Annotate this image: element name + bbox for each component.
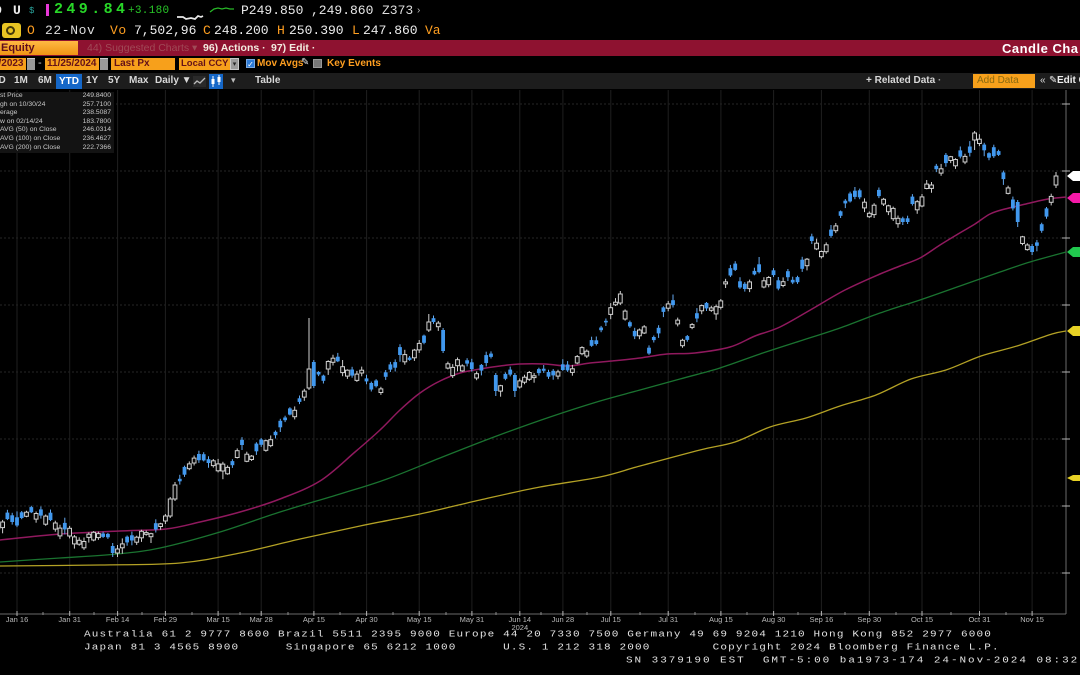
svg-text:Aug 30: Aug 30 [762,615,786,624]
svg-text:May 31: May 31 [460,615,485,624]
svg-text:Sep 16: Sep 16 [810,615,834,624]
svg-text:May 15: May 15 [407,615,432,624]
svg-text:Jul 31: Jul 31 [658,615,678,624]
svg-text:Feb 14: Feb 14 [106,615,129,624]
svg-text:Feb 29: Feb 29 [154,615,177,624]
svg-text:Jan 16: Jan 16 [6,615,29,624]
svg-text:Jan 31: Jan 31 [58,615,81,624]
svg-text:Aug 15: Aug 15 [709,615,733,624]
svg-text:Oct 15: Oct 15 [911,615,933,624]
svg-text:2024: 2024 [511,623,528,632]
svg-text:Oct 31: Oct 31 [968,615,990,624]
svg-text:Jun 14: Jun 14 [509,615,532,624]
svg-text:Jul 15: Jul 15 [601,615,621,624]
svg-text:Apr 15: Apr 15 [303,615,325,624]
svg-text:Apr 30: Apr 30 [356,615,378,624]
svg-text:Mar 15: Mar 15 [206,615,229,624]
svg-text:Sep 30: Sep 30 [857,615,881,624]
svg-text:Mar 28: Mar 28 [250,615,273,624]
svg-text:Nov 15: Nov 15 [1020,615,1044,624]
svg-text:Jun 28: Jun 28 [552,615,575,624]
